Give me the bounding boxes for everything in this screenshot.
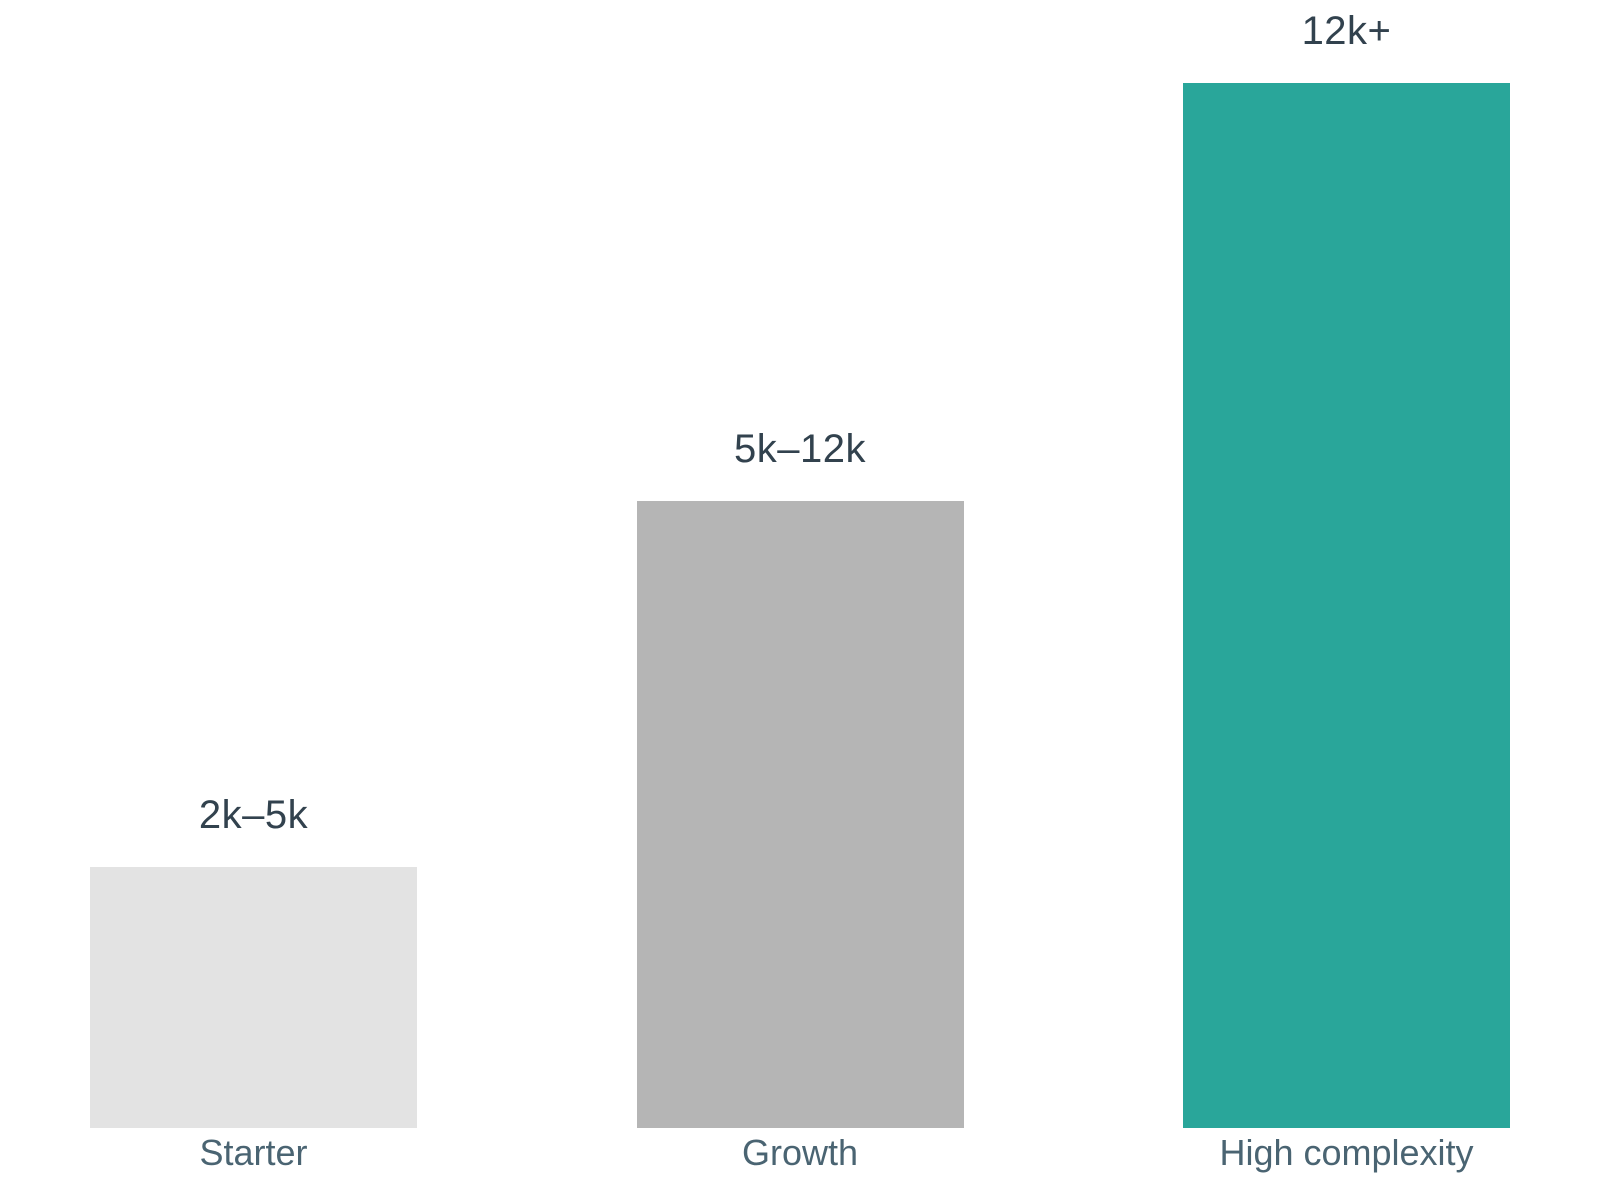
category-label-starter: Starter: [199, 1132, 308, 1173]
bar-growth: [636, 501, 964, 1128]
bar-starter: [90, 867, 417, 1128]
bar-group-starter: 2k–5k Starter: [90, 0, 417, 1191]
category-label-high-complexity: High complexity: [1219, 1132, 1474, 1173]
bar-high-complexity: [1183, 83, 1510, 1128]
bar-group-high-complexity: 12k+ High complexity: [1183, 0, 1510, 1191]
value-label-starter: 2k–5k: [198, 793, 309, 837]
bar-group-growth: 5k–12k Growth: [636, 0, 964, 1191]
value-label-high-complexity: 12k+: [1301, 9, 1392, 53]
category-label-growth: Growth: [741, 1132, 859, 1173]
value-label-growth: 5k–12k: [734, 427, 866, 471]
